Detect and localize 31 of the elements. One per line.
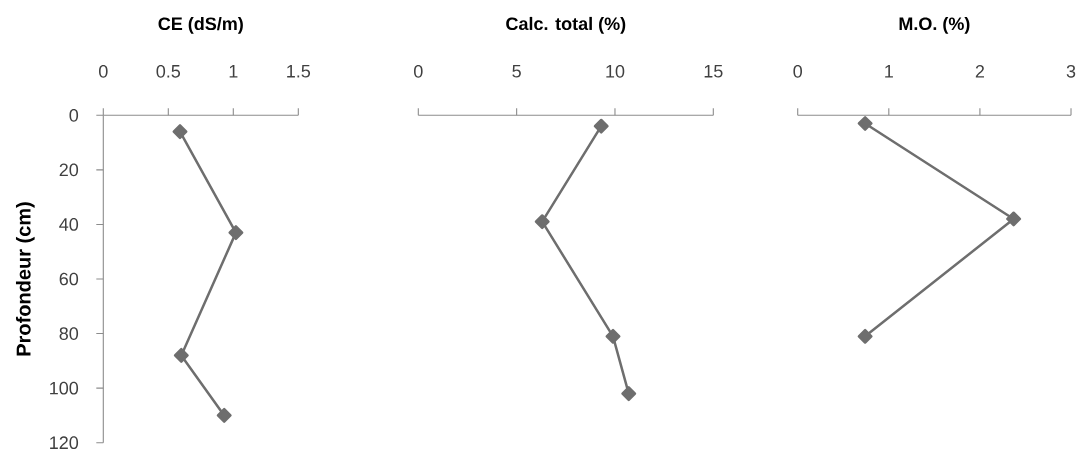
point — [605, 328, 621, 344]
x-axis-title: M.O. (%) — [899, 16, 970, 34]
x-tick-label: 3 — [1066, 64, 1076, 78]
y-tick-label: 40 — [59, 218, 79, 231]
y-tick-label: 100 — [50, 381, 79, 395]
x-tick-label: 1 — [885, 65, 893, 78]
x-tick-label: 0 — [414, 64, 423, 78]
x-tick-label: 1 — [229, 65, 238, 78]
point — [534, 214, 550, 230]
x-tick-label: 0 — [99, 64, 108, 78]
x-tick-label: 0 — [793, 64, 803, 78]
point — [228, 225, 244, 241]
x-tick-label: 10 — [606, 64, 625, 78]
x-tick-label: 15 — [704, 65, 723, 78]
x-tick-label: 5 — [512, 65, 521, 78]
point — [593, 118, 609, 134]
x-axis-title: CE (dS/m) — [158, 16, 243, 34]
y-tick-label: 80 — [59, 327, 79, 340]
x-tick-label: 2 — [975, 65, 985, 78]
point — [172, 124, 188, 140]
y-tick-label: 20 — [59, 163, 79, 177]
x-tick-label: 0.5 — [156, 64, 181, 78]
y-tick-label: 0 — [69, 108, 79, 122]
x-axis-title: Calc. total (%) — [506, 16, 626, 34]
point — [216, 407, 232, 423]
x-tick-label: 1.5 — [287, 65, 311, 78]
y-tick-label: 120 — [50, 436, 79, 450]
y-axis-title: Profondeur (cm) — [15, 202, 35, 356]
y-tick-label: 60 — [59, 272, 79, 286]
point — [173, 347, 189, 363]
point — [621, 386, 637, 402]
